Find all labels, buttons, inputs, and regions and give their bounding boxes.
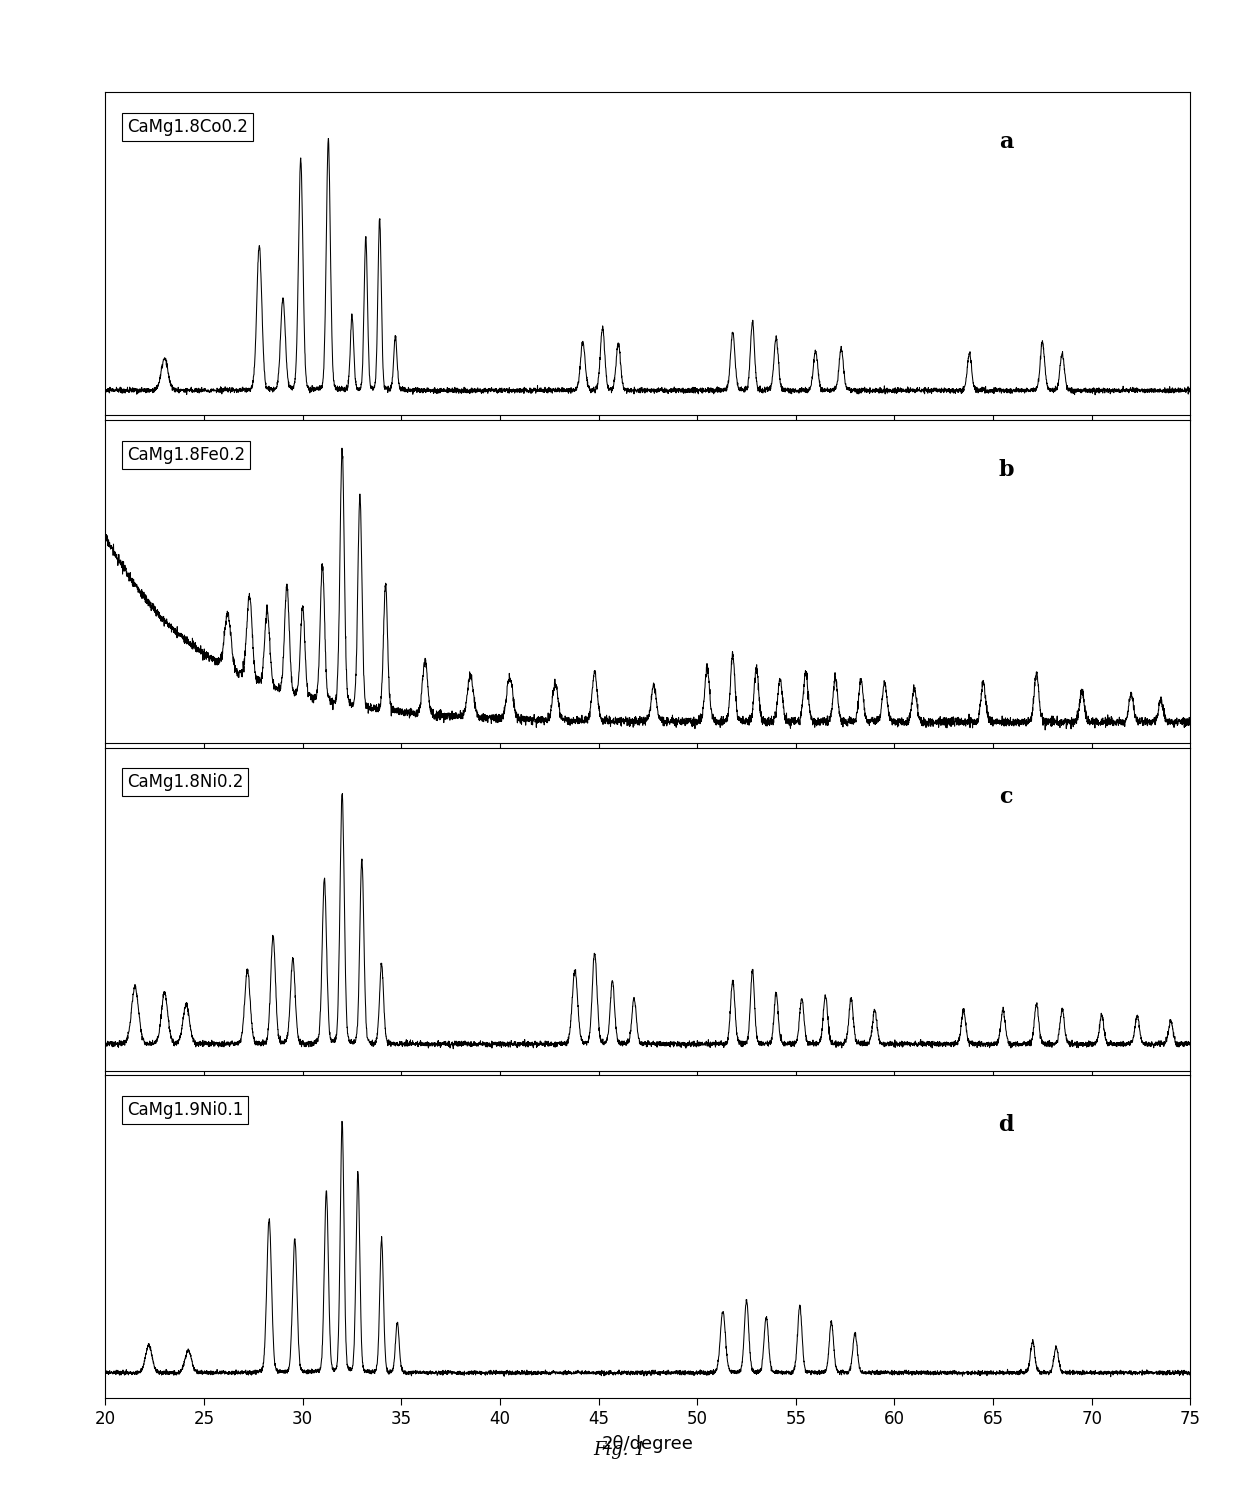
Text: d: d [998, 1115, 1013, 1135]
Text: b: b [998, 458, 1013, 481]
Text: Fig. 1: Fig. 1 [594, 1441, 646, 1459]
Text: CaMg1.9Ni0.1: CaMg1.9Ni0.1 [126, 1101, 243, 1119]
X-axis label: 2θ/degree: 2θ/degree [601, 1435, 694, 1453]
Text: CaMg1.8Co0.2: CaMg1.8Co0.2 [126, 118, 248, 136]
Text: CaMg1.8Fe0.2: CaMg1.8Fe0.2 [126, 446, 246, 464]
Text: c: c [999, 786, 1013, 809]
Text: CaMg1.8Ni0.2: CaMg1.8Ni0.2 [126, 773, 243, 791]
Text: a: a [998, 130, 1013, 153]
